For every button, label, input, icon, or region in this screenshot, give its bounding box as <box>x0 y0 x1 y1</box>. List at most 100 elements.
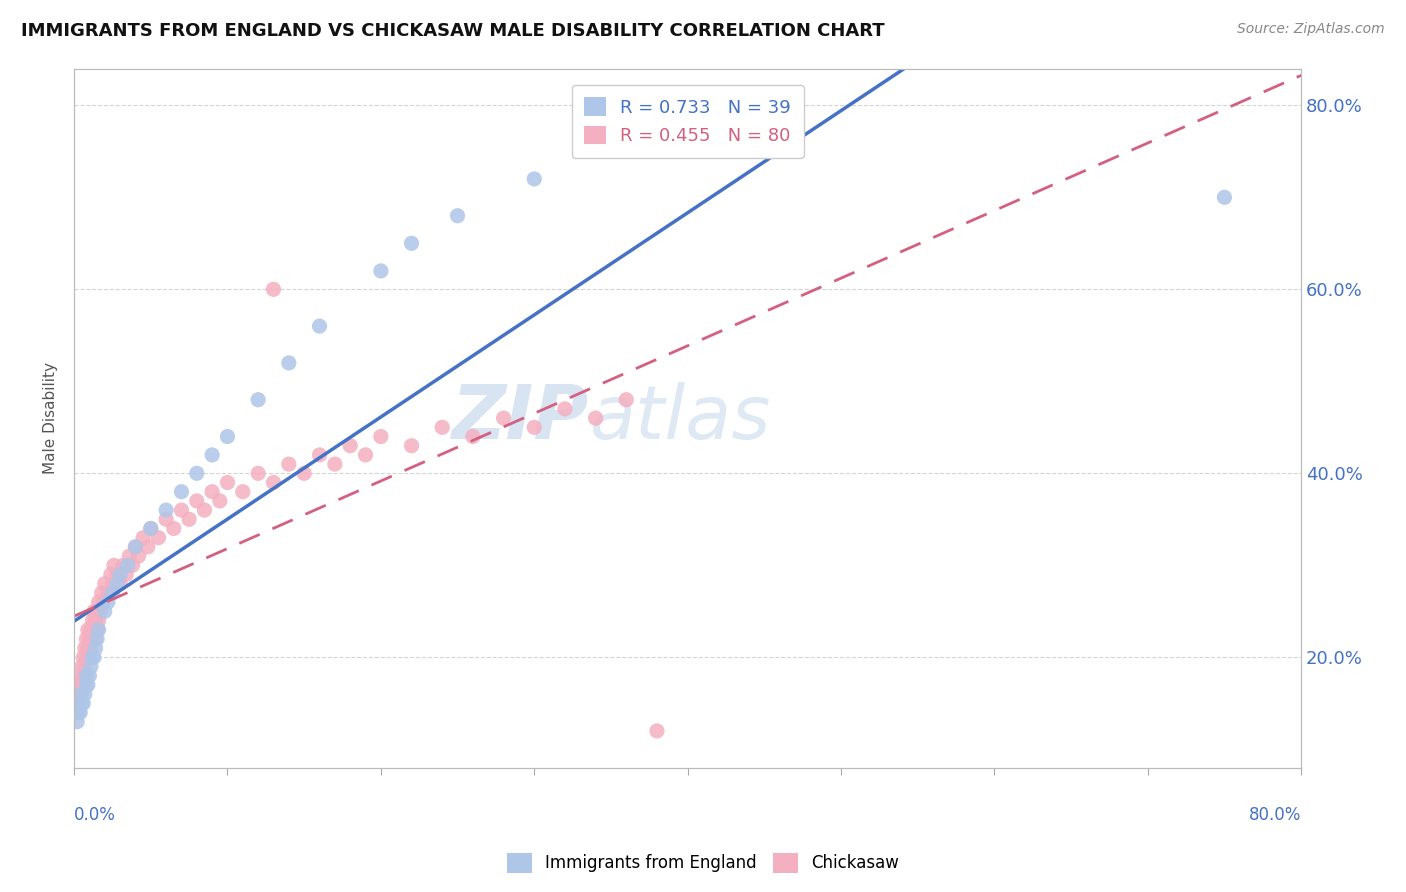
Point <box>370 264 392 278</box>
Point <box>492 411 515 425</box>
Point <box>86 623 108 637</box>
Point <box>201 484 224 499</box>
Point <box>70 687 93 701</box>
Point <box>370 429 392 443</box>
Point <box>461 429 484 443</box>
Point <box>217 475 239 490</box>
Text: IMMIGRANTS FROM ENGLAND VS CHICKASAW MALE DISABILITY CORRELATION CHART: IMMIGRANTS FROM ENGLAND VS CHICKASAW MAL… <box>21 22 884 40</box>
Point <box>86 604 108 618</box>
Point <box>66 696 89 710</box>
Point <box>90 586 112 600</box>
Point <box>75 669 97 683</box>
Point <box>77 623 100 637</box>
Point <box>67 706 90 720</box>
Point <box>80 659 103 673</box>
Point <box>600 135 623 149</box>
Point <box>94 576 117 591</box>
Point <box>523 172 546 186</box>
Point <box>73 659 96 673</box>
Point <box>308 448 330 462</box>
Legend: R = 0.733   N = 39, R = 0.455   N = 80: R = 0.733 N = 39, R = 0.455 N = 80 <box>572 85 804 158</box>
Point <box>118 549 141 563</box>
Point <box>66 687 89 701</box>
Text: atlas: atlas <box>589 382 770 454</box>
Point <box>263 282 285 296</box>
Point <box>87 623 110 637</box>
Legend: Immigrants from England, Chickasaw: Immigrants from England, Chickasaw <box>501 847 905 880</box>
Point <box>1213 190 1236 204</box>
Point <box>87 595 110 609</box>
Point <box>103 558 125 573</box>
Point <box>277 356 299 370</box>
Point <box>83 604 105 618</box>
Point <box>79 669 101 683</box>
Point <box>69 687 91 701</box>
Point <box>97 586 120 600</box>
Point <box>108 567 131 582</box>
Point <box>247 467 270 481</box>
Point <box>101 586 124 600</box>
Point <box>69 669 91 683</box>
Point <box>75 632 97 646</box>
Point <box>77 678 100 692</box>
Point <box>179 512 201 526</box>
Point <box>72 696 94 710</box>
Point <box>105 567 128 582</box>
Point <box>80 641 103 656</box>
Point <box>148 531 170 545</box>
Point <box>121 558 143 573</box>
Point <box>84 632 107 646</box>
Point <box>170 503 193 517</box>
Point <box>163 521 186 535</box>
Point <box>155 512 177 526</box>
Point <box>91 595 114 609</box>
Point <box>139 521 162 535</box>
Point <box>77 641 100 656</box>
Point <box>75 678 97 692</box>
Point <box>82 650 104 665</box>
Point <box>136 540 159 554</box>
Point <box>89 604 111 618</box>
Point <box>83 623 105 637</box>
Point <box>432 420 454 434</box>
Point <box>82 632 104 646</box>
Point <box>132 531 155 545</box>
Point <box>70 696 93 710</box>
Point <box>82 614 104 628</box>
Point <box>80 623 103 637</box>
Point <box>217 429 239 443</box>
Point <box>100 567 122 582</box>
Y-axis label: Male Disability: Male Disability <box>44 362 58 475</box>
Point <box>585 411 607 425</box>
Point <box>155 503 177 517</box>
Point <box>72 669 94 683</box>
Point <box>79 650 101 665</box>
Point <box>401 236 423 251</box>
Point <box>401 439 423 453</box>
Point <box>232 484 254 499</box>
Text: ZIP: ZIP <box>453 382 589 455</box>
Point <box>263 475 285 490</box>
Point <box>84 614 107 628</box>
Point <box>101 576 124 591</box>
Text: Source: ZipAtlas.com: Source: ZipAtlas.com <box>1237 22 1385 37</box>
Point <box>66 714 89 729</box>
Point <box>97 595 120 609</box>
Point <box>128 549 150 563</box>
Point <box>84 641 107 656</box>
Point <box>277 457 299 471</box>
Point <box>87 614 110 628</box>
Point <box>83 650 105 665</box>
Point <box>72 650 94 665</box>
Point <box>124 540 146 554</box>
Point <box>339 439 361 453</box>
Point <box>446 209 468 223</box>
Point <box>186 494 208 508</box>
Point <box>139 521 162 535</box>
Point <box>354 448 377 462</box>
Point <box>193 503 215 517</box>
Point <box>67 678 90 692</box>
Text: 0.0%: 0.0% <box>75 806 115 824</box>
Point <box>186 467 208 481</box>
Point <box>73 687 96 701</box>
